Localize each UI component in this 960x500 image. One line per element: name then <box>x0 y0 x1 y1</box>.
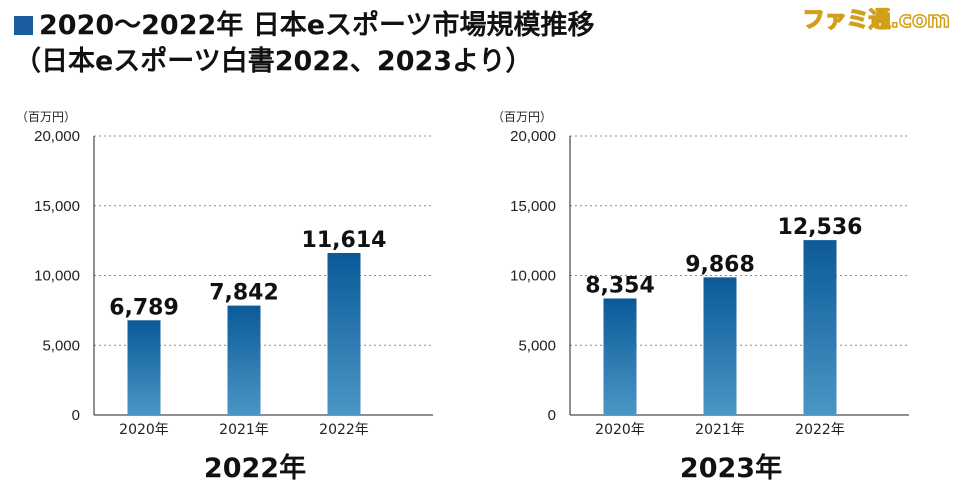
bar-2020年 <box>603 298 637 415</box>
page-title-text: 2020〜2022年 日本eスポーツ市場規模推移 <box>39 10 595 41</box>
page-subtitle: （日本eスポーツ白書2022、2023より） <box>14 46 533 77</box>
y-axis-unit-label: （百万円） <box>16 110 76 124</box>
data-label: 6,789 <box>109 295 179 320</box>
data-label: 11,614 <box>302 228 387 253</box>
chart-title: 2023年 <box>680 452 782 484</box>
bar-2022年 <box>803 240 837 415</box>
y-tick-label: 20,000 <box>34 128 80 145</box>
y-tick-label: 20,000 <box>510 128 556 145</box>
page-title-block: 2020〜2022年 日本eスポーツ市場規模推移 （日本eスポーツ白書2022、… <box>14 8 594 80</box>
page-title: 2020〜2022年 日本eスポーツ市場規模推移 <box>14 8 594 44</box>
bar-2022年 <box>327 252 361 415</box>
data-label: 7,842 <box>209 281 279 306</box>
y-tick-label: 10,000 <box>34 268 80 285</box>
x-tick-label: 2021年 <box>695 422 745 438</box>
bar-2021年 <box>703 277 737 415</box>
data-label: 12,536 <box>778 215 863 240</box>
y-tick-label: 5,000 <box>518 337 556 354</box>
x-tick-label: 2021年 <box>219 422 269 438</box>
y-tick-label: 0 <box>72 407 80 424</box>
bar-2020年 <box>127 320 161 415</box>
data-label: 8,354 <box>585 273 655 298</box>
bar-2021年 <box>227 305 261 415</box>
chart-title: 2022年 <box>204 452 306 484</box>
y-axis-unit-label: （百万円） <box>492 110 552 124</box>
x-tick-label: 2022年 <box>319 422 369 438</box>
title-square-icon <box>14 16 33 35</box>
x-tick-label: 2020年 <box>119 422 169 438</box>
data-label: 9,868 <box>685 252 755 277</box>
y-tick-label: 5,000 <box>42 337 80 354</box>
y-tick-label: 15,000 <box>510 198 556 215</box>
y-tick-label: 10,000 <box>510 268 556 285</box>
watermark-logo: ファミ通.com <box>802 7 951 34</box>
bar-chart-2022: （百万円） 0 5,000 10,000 15,000 20,000 6,789 2020年 7… <box>16 110 433 484</box>
x-tick-label: 2022年 <box>795 422 845 438</box>
bar-chart-2023: （百万円） 0 5,000 10,000 15,000 20,000 8,354 2020年 9… <box>492 110 909 484</box>
y-tick-label: 15,000 <box>34 198 80 215</box>
y-tick-label: 0 <box>548 407 556 424</box>
x-tick-label: 2020年 <box>595 422 645 438</box>
